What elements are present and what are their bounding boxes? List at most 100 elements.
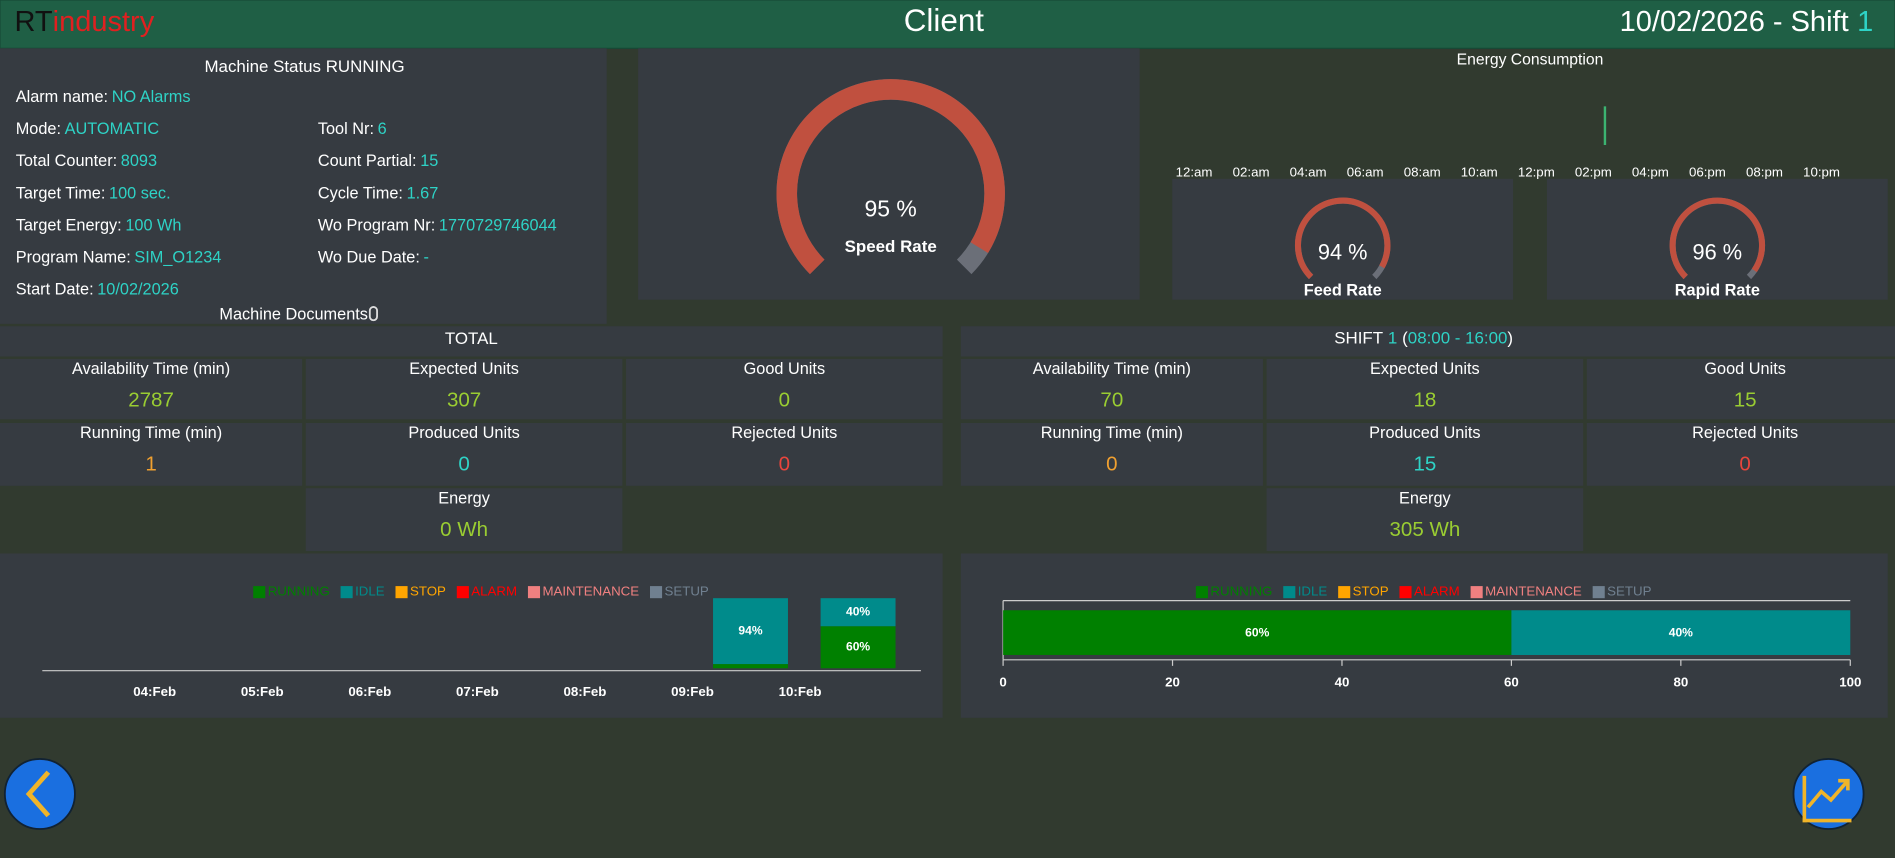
total-title: TOTAL xyxy=(445,329,498,348)
metric-cell xyxy=(626,358,943,420)
metric-label: Running Time (min) xyxy=(80,424,222,442)
legend-label: MAINTENANCE xyxy=(542,584,639,599)
page-title: Client xyxy=(904,3,985,38)
x-tick-label: 60 xyxy=(1504,674,1519,689)
back-circle[interactable] xyxy=(3,758,76,830)
field-value: 100 Wh xyxy=(125,217,181,235)
status-field: Target Time: 100 sec. xyxy=(16,185,171,203)
paperclip-icon xyxy=(368,306,378,322)
status-field: Tool Nr: 6 xyxy=(318,120,387,138)
bar-value-label: 94% xyxy=(738,623,762,637)
x-tick-label: 05:Feb xyxy=(241,684,284,699)
legend-label: MAINTENANCE xyxy=(1485,584,1582,599)
metric-value: 0 xyxy=(779,389,790,412)
status-panel xyxy=(0,48,607,324)
x-tick-label: 06:Feb xyxy=(348,684,391,699)
x-tick-label: 40 xyxy=(1335,674,1350,689)
metric-value: 1 xyxy=(145,453,156,476)
brand-a: RT xyxy=(15,6,53,38)
back-icon[interactable] xyxy=(25,770,51,818)
x-tick-label: 04:am xyxy=(1290,164,1327,179)
legend-label: RUNNING xyxy=(268,584,330,599)
documents-link: Machine Documents xyxy=(219,306,368,324)
metric-cell xyxy=(626,422,943,486)
chart-icon[interactable] xyxy=(1802,775,1852,823)
metric-value: 305 Wh xyxy=(1389,518,1460,541)
x-tick-label: 0 xyxy=(999,674,1006,689)
shift-date: 10/02/2026 - Shift 1 xyxy=(1620,6,1874,38)
status-field: Program Name: SIM_O1234 xyxy=(16,249,222,267)
status-field: Target Energy: 100 Wh xyxy=(16,217,182,235)
x-tick-label: 07:Feb xyxy=(456,684,499,699)
gauge-label: Speed Rate xyxy=(845,237,937,256)
metric-value: 0 xyxy=(458,453,469,476)
metric-value: 0 xyxy=(779,453,790,476)
field-label: Cycle Time: xyxy=(318,185,403,203)
legend-swatch xyxy=(527,586,541,599)
metric-value: 15 xyxy=(1734,389,1757,412)
bar-value-label: 40% xyxy=(1669,625,1693,639)
field-value: 15 xyxy=(420,152,438,170)
field-value: SIM_O1234 xyxy=(134,249,221,267)
x-tick-label: 04:pm xyxy=(1632,164,1669,179)
metric-label: Availability Time (min) xyxy=(1033,360,1191,378)
status-field: Wo Due Date: - xyxy=(318,249,429,267)
x-tick-label: 08:pm xyxy=(1746,164,1783,179)
x-tick-label: 08:am xyxy=(1404,164,1441,179)
shift-shift: 1 xyxy=(1388,329,1397,348)
metric-cell xyxy=(305,488,623,552)
metric-value: 15 xyxy=(1413,453,1436,476)
field-value: 100 sec. xyxy=(109,185,171,203)
legend-swatch xyxy=(253,586,266,599)
x-tick-label: 12:am xyxy=(1176,164,1213,179)
field-label: Count Partial: xyxy=(318,152,417,170)
legend: RUNNING IDLE STOP ALARM MAINTENANCE SETUP xyxy=(1195,584,1652,599)
gauge-value-label: 94 % xyxy=(1318,240,1368,265)
metric-value: 0 Wh xyxy=(440,518,488,541)
metric-value: 0 xyxy=(1739,453,1750,476)
chart-circle[interactable] xyxy=(1792,758,1865,830)
metric-value: 70 xyxy=(1100,389,1123,412)
shift-close: ) xyxy=(1507,329,1513,348)
status-field: Wo Program Nr: 1770729746044 xyxy=(318,217,557,235)
legend-swatch xyxy=(650,586,663,599)
bar-value-label: 60% xyxy=(1245,625,1269,639)
metric-label: Rejected Units xyxy=(731,424,837,442)
legend-label: ALARM xyxy=(471,584,517,599)
metric-cell xyxy=(1266,358,1584,420)
metric-label: Rejected Units xyxy=(1692,424,1798,442)
legend-swatch xyxy=(1283,586,1296,599)
legend-label: IDLE xyxy=(1298,584,1328,599)
metric-cell xyxy=(305,358,623,420)
chart-button[interactable] xyxy=(1792,758,1865,830)
back-button[interactable] xyxy=(3,758,76,830)
bar-segment xyxy=(713,598,788,665)
legend-label: IDLE xyxy=(355,584,385,599)
metric-label: Running Time (min) xyxy=(1041,424,1183,442)
field-label: Alarm name: xyxy=(16,88,108,106)
field-label: Wo Program Nr: xyxy=(318,217,435,235)
bar-value-label: 40% xyxy=(846,604,870,618)
metric-value: 2787 xyxy=(128,389,174,412)
metric-cell xyxy=(960,422,1263,486)
status-field: Alarm name: NO Alarms xyxy=(16,88,191,106)
metric-cell xyxy=(1266,422,1584,486)
metric-value: 0 xyxy=(1106,453,1117,476)
x-tick-label: 20 xyxy=(1165,674,1180,689)
gauge-value xyxy=(776,79,1005,275)
x-tick-label: 80 xyxy=(1673,674,1688,689)
gauge-value xyxy=(1295,197,1391,280)
legend-label: STOP xyxy=(1353,584,1389,599)
shift-number: 1 xyxy=(1857,6,1873,38)
field-label: Target Energy: xyxy=(16,217,122,235)
legend-swatch xyxy=(456,586,469,599)
metric-label: Produced Units xyxy=(408,424,519,442)
legend-swatch xyxy=(1338,586,1351,599)
x-tick-label: 09:Feb xyxy=(671,684,714,699)
field-value: AUTOMATIC xyxy=(65,120,160,138)
status-field: Start Date: 10/02/2026 xyxy=(16,281,179,299)
legend-swatch xyxy=(1470,586,1483,599)
metric-cell xyxy=(960,358,1263,420)
legend-label: SETUP xyxy=(665,584,709,599)
